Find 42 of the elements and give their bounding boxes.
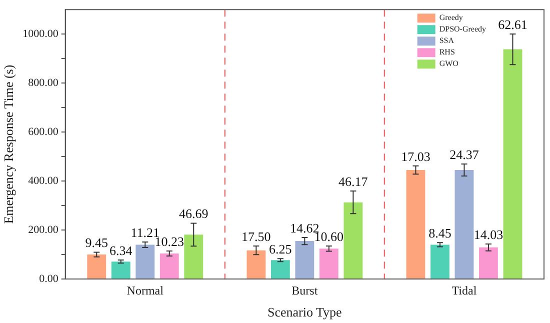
bar [111, 262, 130, 278]
bar [246, 250, 266, 278]
annotation: 9.45 [85, 235, 108, 250]
y-tick-label: 800.00 [28, 76, 59, 89]
bar [503, 49, 522, 278]
x-tick-label: Burst [292, 283, 318, 298]
bar [430, 244, 450, 278]
annotation: 6.34 [110, 242, 133, 258]
annotation: 24.37 [450, 146, 480, 162]
bar [319, 248, 338, 278]
y-tick-label: 0.00 [39, 272, 59, 285]
annotation: 17.50 [242, 228, 271, 244]
bar [344, 202, 363, 278]
annotation: 14.03 [474, 226, 504, 242]
y-axis-title: Emergency Response Time (s) [1, 64, 16, 224]
annotation: 8.45 [428, 226, 452, 241]
y-tick-label: 600.00 [28, 126, 59, 138]
bar [184, 234, 204, 278]
annotation: 6.25 [269, 242, 292, 257]
y-tick-label: 1000.00 [22, 28, 59, 40]
x-tick-label: Normal [126, 283, 164, 298]
legend-label: RHS [439, 48, 455, 57]
bar [295, 241, 314, 278]
annotation: 62.61 [498, 16, 528, 32]
x-tick-label: Tidal [452, 283, 478, 298]
bar [454, 170, 474, 278]
legend-label: Greedy [439, 13, 463, 22]
bar [136, 244, 155, 278]
y-tick-label: 200.00 [28, 224, 59, 236]
bar [87, 254, 106, 278]
y-tick-label: 400.00 [28, 174, 59, 187]
x-axis-title: Scenario Type [268, 304, 342, 320]
bar [479, 247, 498, 278]
bar [270, 260, 290, 278]
annotation: 46.69 [179, 206, 208, 222]
annotation: 46.17 [338, 174, 368, 189]
legend-label: DPSO-Greedy [439, 24, 486, 34]
bar [406, 170, 426, 278]
legend-label: SSA [439, 36, 454, 46]
bar [160, 254, 179, 278]
legend-label: GWO [439, 59, 459, 68]
annotation: 17.03 [401, 148, 430, 164]
